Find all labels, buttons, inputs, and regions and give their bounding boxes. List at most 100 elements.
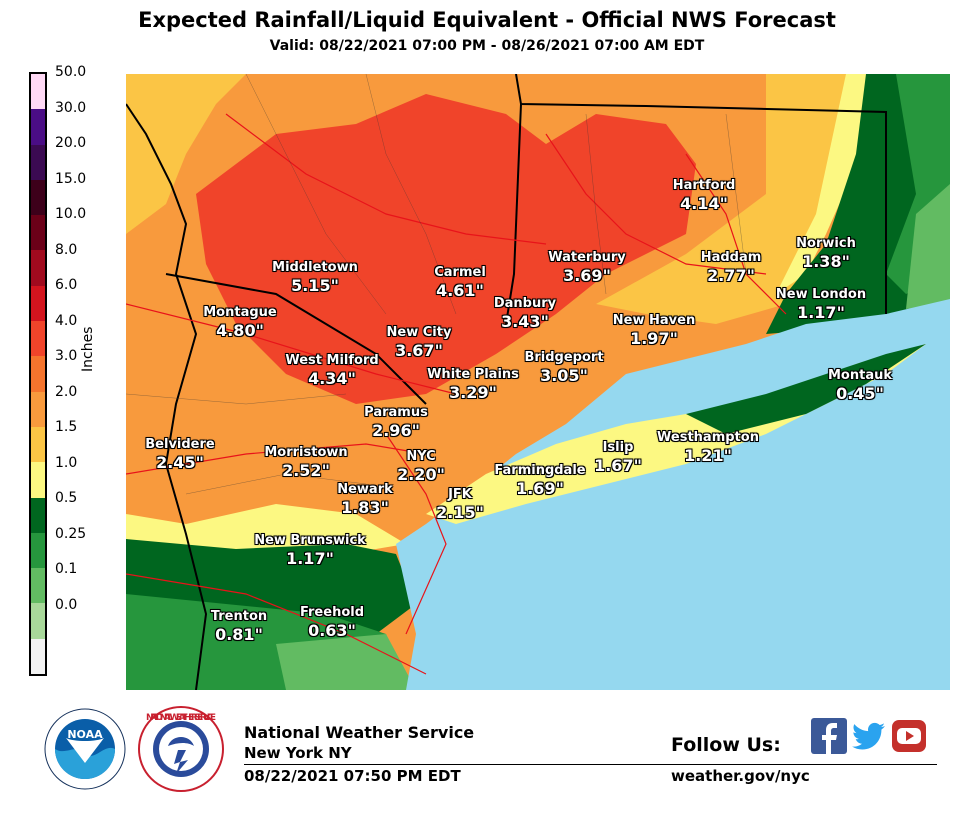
legend-swatch [31,74,45,110]
city-name: Montague [203,305,277,320]
footer-divider [244,764,937,765]
city-label: Farmingdale 1.69" [494,463,585,498]
legend-label: 1.0 [55,454,78,471]
city-label: JFK 2.15" [436,487,484,522]
legend-label: 2.0 [55,383,78,400]
rainfall-value: 0.81" [215,625,263,644]
city-label: Norwich 1.38" [796,236,856,271]
legend-swatch [31,497,45,533]
legend-swatch [31,179,45,216]
city-name: Freehold [299,605,365,620]
city-name: JFK [448,487,472,502]
legend-label: 15.0 [55,170,87,187]
office-location: New York NY [244,744,352,762]
city-name: Farmingdale [494,463,586,478]
legend-swatch [31,285,45,322]
rainfall-value: 2.15" [436,503,484,522]
city-label: Belvidere 2.45" [145,437,214,472]
rain-zone-1p5 [776,74,886,294]
city-label: Westhampton 1.21" [657,430,759,465]
city-name: Danbury [493,296,557,311]
svg-text:NATIONAL WEATHER SERVICE: NATIONAL WEATHER SERVICE [146,713,216,723]
city-name: New City [386,325,452,340]
legend-label: 1.5 [55,419,78,436]
color-legend-bar [29,72,47,676]
legend-label: 0.0 [55,596,78,613]
city-label: Middletown 5.15" [272,260,358,295]
city-label: New Brunswick 1.17" [254,533,366,568]
city-name: Newark [337,482,393,497]
city-name: Morristown [264,445,348,460]
legend-swatch [31,603,45,639]
city-name: West Milford [285,353,379,368]
city-name: Montauk [827,368,893,383]
city-label: Paramus 2.96" [364,405,428,440]
rain-zone-2b [596,74,886,324]
city-name: Waterbury [548,250,626,265]
city-label: Waterbury 3.69" [548,250,626,285]
legend-label: 0.25 [55,525,87,542]
rainfall-value: 1.67" [594,456,642,475]
rainfall-value: 0.45" [836,384,884,403]
city-name: Westhampton [657,430,759,445]
rainfall-value: 3.43" [501,312,549,331]
legend-swatch [31,215,45,251]
city-label: New City 3.67" [387,325,452,360]
youtube-icon[interactable] [891,718,927,754]
legend-label: 0.5 [55,490,78,507]
rainfall-value: 4.61" [436,281,484,300]
county-lines [126,74,747,495]
rain-zone-0p25-south [276,634,416,690]
legend-swatch [31,638,45,675]
city-label: Morristown 2.52" [264,445,347,480]
state-border-nj-pa [126,103,208,690]
city-name: Norwich [796,236,856,251]
state-border [515,74,887,314]
twitter-icon[interactable] [851,718,887,754]
rainfall-value: 1.21" [684,446,732,465]
rainfall-value: 4.34" [308,369,356,388]
city-label: Islip 1.67" [594,440,642,475]
city-name: New Brunswick [254,533,366,548]
rain-zone-2 [126,74,246,234]
rainfall-value: 1.38" [802,252,850,271]
rainfall-map [126,74,950,690]
follow-us-label: Follow Us: [671,734,781,756]
city-label: Haddam 2.77" [701,250,762,285]
rain-zone-1p5-south [126,504,406,554]
legend-label: 0.1 [55,561,78,578]
city-label: Trenton 0.81" [211,609,267,644]
legend-swatch [31,356,45,392]
city-label: Bridgeport 3.05" [524,350,603,385]
legend-label: 4.0 [55,312,78,329]
facebook-icon[interactable] [811,718,847,754]
city-name: Carmel [434,265,486,280]
city-label: Carmel 4.61" [434,265,486,300]
rainfall-value: 1.97" [630,329,678,348]
rainfall-value: 3.69" [563,266,611,285]
city-label: Hartford 4.14" [673,178,736,213]
legend-units-label: Inches [80,326,96,372]
rainfall-value: 5.15" [291,276,339,295]
map-title: Expected Rainfall/Liquid Equivalent - Of… [138,8,836,32]
rainfall-value: 1.17" [797,303,845,322]
city-name: Bridgeport [524,350,604,365]
city-label: NYC 2.20" [397,449,445,484]
legend-swatch [31,321,45,357]
rainfall-value: 3.29" [449,383,497,402]
city-name: Middletown [272,260,358,275]
office-url[interactable]: weather.gov/nyc [671,767,810,785]
rainfall-value: 1.17" [286,549,334,568]
legend-swatch [31,144,45,180]
rainfall-value: 2.77" [707,266,755,285]
city-label: Montague 4.80" [203,305,277,340]
valid-period: Valid: 08/22/2021 07:00 PM - 08/26/2021 … [269,38,705,54]
nws-logo: NATIONAL WEATHER SERVICE [138,706,224,792]
rainfall-value: 3.67" [395,341,443,360]
legend-swatch [31,532,45,569]
city-label: Freehold 0.63" [300,605,364,640]
long-island-east [686,344,926,434]
city-name: White Plains [427,367,519,382]
rainfall-value: 2.20" [397,465,445,484]
legend-swatch [31,462,45,498]
